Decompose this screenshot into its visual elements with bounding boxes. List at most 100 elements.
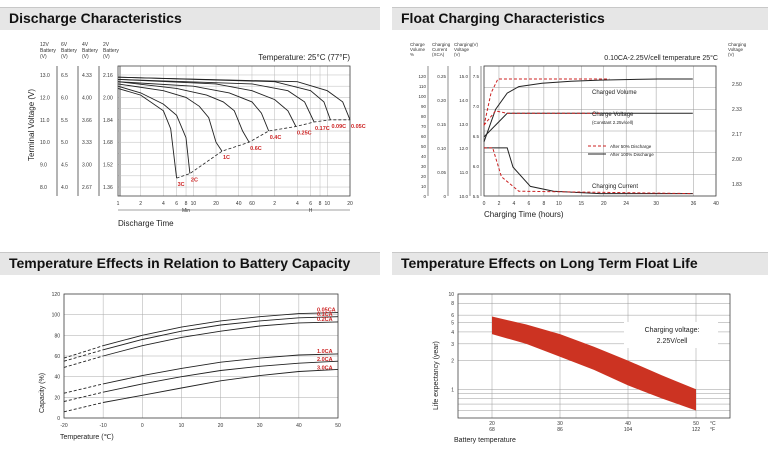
discharge-y-tick-6V: 6.5: [61, 73, 68, 79]
discharge-y-tick-6V: 5.5: [61, 118, 68, 124]
discharge-chart: Temperature: 25°C (77°F)12VBattery(V)6VB…: [27, 42, 366, 228]
capacity-curve-2.0CA: [103, 360, 339, 393]
float-left-header-2: Charging: [454, 42, 473, 47]
discharge-curve-3C: [117, 87, 178, 179]
float-y-tick-charging_current: 0.25: [437, 74, 446, 79]
discharge-curve-label: 3C: [178, 182, 185, 188]
capacity-curve-dashed-0.05CA: [63, 345, 104, 359]
life-plot-frame: [457, 293, 731, 419]
float-x-tick: 40: [713, 201, 719, 207]
life-unit-f: °F: [710, 427, 715, 433]
discharge-y-tick-12V: 8.0: [40, 185, 47, 191]
float-right-tick: 1.83: [732, 182, 742, 188]
discharge-x-tick: 4: [162, 201, 165, 207]
discharge-x-tick: 2: [273, 201, 276, 207]
float-life-panel: Temperature Effects on Long Term Float L…: [392, 248, 768, 449]
discharge-curve-label: 0.4C: [270, 135, 282, 141]
discharge-x-tick: 20: [347, 201, 353, 207]
capacity-x-tick: -10: [100, 423, 107, 429]
life-y-tick: 3: [451, 342, 454, 348]
float-plot-frame: [483, 65, 717, 197]
float-left-header-2: Voltage: [454, 47, 470, 52]
capacity-curve-label: 2.0CA: [317, 357, 333, 363]
float-curve-charged-volume-50: [483, 78, 610, 126]
discharge-y-tick-4V: 3.33: [82, 140, 92, 146]
float-charging-title: Float Charging Characteristics: [401, 10, 605, 26]
capacity-ylabel: Capacity (%): [39, 373, 46, 413]
capacity-curve-0.1CA: [102, 316, 339, 351]
discharge-y-tick-6V: 4.0: [61, 185, 68, 191]
discharge-curve-label: 0.25C: [297, 131, 312, 137]
capacity-x-tick: 40: [296, 423, 302, 429]
life-y-tick: 4: [451, 330, 454, 336]
float-x-tick: 8: [542, 201, 545, 207]
float-legend-label-100: After 100% Discharge: [610, 152, 654, 157]
capacity-y-tick: 80: [54, 333, 60, 339]
float-right-tick: 2.17: [732, 132, 742, 138]
discharge-unit-h: H: [309, 208, 313, 214]
discharge-axis-header-3: 2V: [103, 42, 110, 48]
discharge-y-tick-2V: 2.00: [103, 95, 113, 101]
capacity-xlabel: Temperature (℃): [60, 434, 114, 441]
discharge-axis-header-0: Battery: [40, 48, 56, 54]
float-y-tick-charge_volume: 50: [421, 144, 427, 149]
discharge-x-tick: 20: [213, 201, 219, 207]
discharge-end-voltage-line: [176, 119, 350, 179]
float-left-header-1: Charging: [432, 42, 451, 47]
discharge-plot-frame: [117, 65, 351, 197]
float-left-header-0: Volume: [410, 47, 426, 52]
float-right-header: (V): [728, 52, 735, 57]
discharge-x-tick: 6: [309, 201, 312, 207]
float-y-tick-cell_voltage: 6.5: [473, 134, 480, 139]
float-x-tick: 36: [691, 201, 697, 207]
float-y-tick-charge_volume: 60: [421, 134, 427, 139]
discharge-y-tick-4V: 4.00: [82, 95, 92, 101]
float-y-tick-charge_volume: 80: [421, 114, 427, 119]
discharge-curve-0.4C: [117, 81, 270, 132]
discharge-axis-header-0: 12V: [40, 42, 50, 48]
float-right-tick: 2.50: [732, 82, 742, 88]
discharge-curve-label: 2C: [191, 178, 198, 184]
life-x-tick-c: 40: [625, 421, 631, 427]
float-right-header: Charging: [728, 42, 747, 47]
discharge-curve-label: 1C: [223, 155, 230, 161]
capacity-curve-label: 0.2CA: [317, 317, 333, 323]
discharge-panel: Discharge Characteristics Temperature: 2…: [0, 0, 380, 230]
life-y-tick: 5: [451, 321, 454, 327]
float-y-tick-cell_voltage: 7.5: [473, 74, 480, 79]
life-x-tick-f: 122: [692, 427, 701, 433]
float-y-tick-charge_volume: 10: [421, 184, 427, 189]
capacity-x-tick: 20: [218, 423, 224, 429]
capacity-curve-label: 1.0CA: [317, 349, 333, 355]
discharge-axis-header-0: (V): [40, 54, 47, 60]
temp-capacity-panel: Temperature Effects in Relation to Batte…: [0, 248, 380, 449]
discharge-axis-header-3: (V): [103, 54, 110, 60]
float-y-tick-charging_voltage: 12.0: [459, 146, 468, 151]
discharge-x-tick: 1: [117, 201, 120, 207]
capacity-curve-dashed-1.0CA: [63, 383, 104, 394]
discharge-x-tick: 60: [249, 201, 255, 207]
discharge-annotation: Temperature: 25°C (77°F): [258, 53, 350, 62]
capacity-x-tick: 50: [335, 423, 341, 429]
float-y-tick-charge_volume: 30: [421, 164, 427, 169]
float-left-header-1: (XCA): [432, 52, 445, 57]
discharge-y-tick-6V: 5.0: [61, 140, 68, 146]
capacity-x-tick: -20: [60, 423, 67, 429]
capacity-curve-label: 0.05CA: [317, 308, 336, 314]
float-left-header-1: Current: [432, 47, 448, 52]
float-x-tick: 20: [601, 201, 607, 207]
discharge-curve-0.05C: [117, 76, 351, 120]
float-charging-header: Float Charging Characteristics: [392, 7, 768, 30]
capacity-curve-dashed-0.1CA: [63, 349, 104, 362]
life-x-tick-f: 104: [624, 427, 633, 433]
capacity-x-tick: 0: [141, 423, 144, 429]
temp-capacity-title: Temperature Effects in Relation to Batte…: [9, 255, 351, 271]
life-annotation-line2: 2.25V/cell: [657, 338, 688, 345]
float-y-tick-cell_voltage: 6.0: [473, 164, 480, 169]
float-curve-label: Charging Current: [592, 184, 638, 190]
capacity-curve-dashed-3.0CA: [63, 402, 104, 413]
discharge-title: Discharge Characteristics: [9, 10, 182, 26]
capacity-y-tick: 60: [54, 354, 60, 360]
float-x-tick: 24: [623, 201, 629, 207]
float-right-tick: 2.00: [732, 157, 742, 163]
